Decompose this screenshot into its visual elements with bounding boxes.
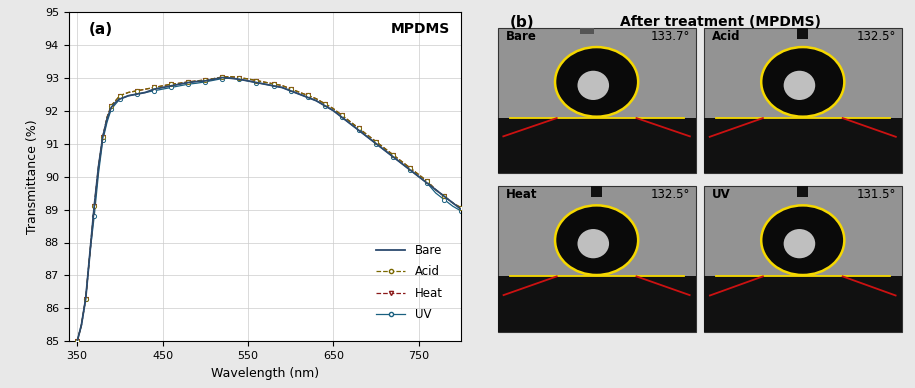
Ellipse shape <box>783 71 815 100</box>
Text: 132.5°: 132.5° <box>651 188 690 201</box>
Y-axis label: Transmittance (%): Transmittance (%) <box>27 119 39 234</box>
Ellipse shape <box>555 47 638 117</box>
Text: (a): (a) <box>88 21 113 36</box>
Bar <box>704 118 901 173</box>
Text: 132.5°: 132.5° <box>856 29 896 43</box>
Text: Bare: Bare <box>506 29 536 43</box>
Bar <box>704 276 901 331</box>
Bar <box>498 187 695 331</box>
Bar <box>498 118 695 173</box>
Bar <box>704 187 901 331</box>
X-axis label: Wavelength (nm): Wavelength (nm) <box>211 367 319 380</box>
Ellipse shape <box>761 47 845 117</box>
Legend: Bare, Acid, Heat, UV: Bare, Acid, Heat, UV <box>371 239 447 326</box>
Bar <box>580 28 594 34</box>
Bar <box>704 28 901 173</box>
Bar <box>797 28 808 39</box>
Ellipse shape <box>555 205 638 275</box>
Text: 133.7°: 133.7° <box>651 29 690 43</box>
Text: (b): (b) <box>510 15 534 30</box>
Text: UV: UV <box>712 188 730 201</box>
Text: Acid: Acid <box>712 29 740 43</box>
Text: Heat: Heat <box>506 188 537 201</box>
Bar <box>498 28 695 173</box>
Bar <box>797 187 808 197</box>
Ellipse shape <box>761 205 845 275</box>
Ellipse shape <box>577 71 609 100</box>
Ellipse shape <box>577 229 609 258</box>
Text: After treatment (MPDMS): After treatment (MPDMS) <box>619 15 821 29</box>
Bar <box>498 276 695 331</box>
Text: 131.5°: 131.5° <box>856 188 896 201</box>
Ellipse shape <box>783 229 815 258</box>
Bar <box>591 187 602 197</box>
Text: MPDMS: MPDMS <box>391 21 449 36</box>
